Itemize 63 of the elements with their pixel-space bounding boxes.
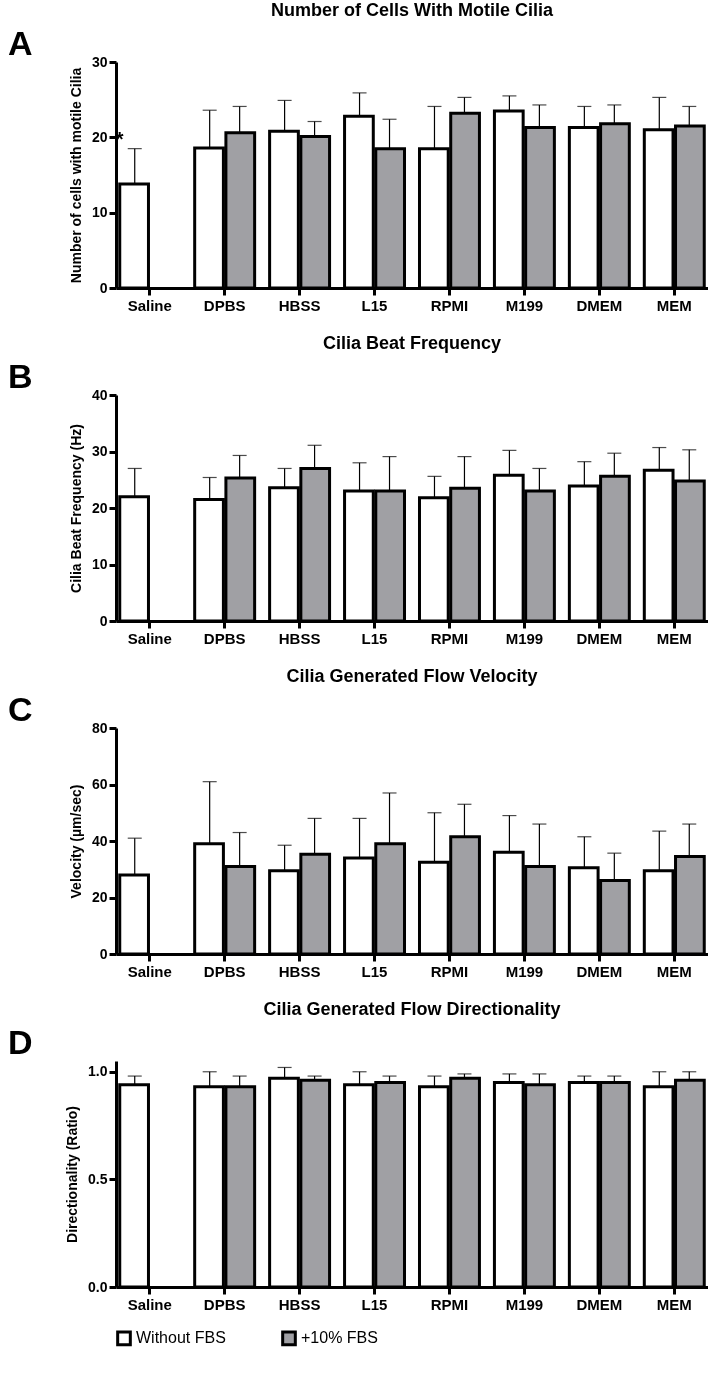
x-tick-label: DPBS bbox=[203, 629, 246, 647]
y-tick-label: 0.0 bbox=[88, 1278, 108, 1295]
y-tick-label: 80 bbox=[91, 719, 108, 736]
x-tick-label: DMEM bbox=[576, 629, 623, 647]
legend-label: Without FBS bbox=[136, 1329, 226, 1347]
x-tick-label: MEM bbox=[656, 1295, 692, 1313]
y-axis-title: Number of cells with motile Cilia bbox=[67, 67, 84, 284]
chart-title: Number of Cells With Motile Cilia bbox=[271, 0, 554, 20]
y-tick-label: 30 bbox=[91, 443, 108, 459]
y-axis-title: Directionality (Ratio) bbox=[64, 1106, 81, 1243]
y-tick-label: 0 bbox=[99, 279, 108, 296]
x-tick-label: M199 bbox=[505, 1295, 544, 1313]
x-tick-label: L15 bbox=[361, 962, 388, 980]
y-tick-label: 60 bbox=[91, 776, 108, 792]
x-tick-label: M199 bbox=[505, 296, 544, 314]
x-tick-label: HBSS bbox=[278, 629, 321, 647]
y-tick-label: 0 bbox=[99, 945, 108, 962]
y-tick-label: 20 bbox=[91, 889, 108, 905]
y-tick-label: 40 bbox=[91, 832, 108, 849]
y-tick-label: 0.5 bbox=[88, 1170, 108, 1187]
chart-title: Cilia Generated Flow Directionality bbox=[263, 999, 561, 1019]
x-tick-label: MEM bbox=[656, 962, 692, 980]
x-tick-label: Saline bbox=[127, 1295, 172, 1313]
y-tick-label: 10 bbox=[91, 556, 108, 572]
y-tick-label: 30 bbox=[91, 53, 108, 70]
y-tick-label: 20 bbox=[91, 499, 108, 516]
x-tick-label: DPBS bbox=[203, 296, 246, 314]
text: C bbox=[8, 690, 33, 728]
x-tick-label: MEM bbox=[656, 296, 692, 314]
x-tick-label: HBSS bbox=[278, 1295, 321, 1313]
x-tick-label: RPMI bbox=[430, 962, 469, 980]
x-tick-label: M199 bbox=[505, 629, 544, 647]
y-tick-label: 1.0 bbox=[88, 1063, 108, 1080]
x-tick-label: Saline bbox=[127, 629, 172, 647]
text: A bbox=[8, 24, 33, 62]
x-tick-label: Saline bbox=[127, 296, 172, 314]
x-tick-label: L15 bbox=[361, 296, 388, 314]
x-tick-label: M199 bbox=[505, 962, 544, 980]
chart-title: Cilia Beat Frequency bbox=[322, 333, 502, 353]
x-tick-label: DPBS bbox=[203, 962, 246, 980]
x-tick-label: MEM bbox=[656, 629, 692, 647]
x-tick-label: DMEM bbox=[576, 962, 623, 980]
x-tick-label: HBSS bbox=[278, 962, 321, 980]
y-tick-label: 10 bbox=[91, 204, 108, 221]
x-tick-label: RPMI bbox=[430, 296, 469, 314]
x-tick-label: Saline bbox=[127, 962, 172, 980]
x-tick-label: DPBS bbox=[203, 1295, 246, 1313]
chart-title: Cilia Generated Flow Velocity bbox=[286, 666, 538, 686]
y-tick-label: 40 bbox=[91, 386, 108, 403]
text: D bbox=[8, 1023, 33, 1061]
x-tick-label: HBSS bbox=[278, 296, 321, 314]
x-tick-label: DMEM bbox=[576, 296, 623, 314]
x-tick-label: L15 bbox=[361, 629, 388, 647]
x-tick-label: RPMI bbox=[430, 1295, 469, 1313]
text: B bbox=[8, 357, 33, 395]
x-tick-label: DMEM bbox=[576, 1295, 623, 1313]
y-tick-label: 20 bbox=[91, 128, 108, 145]
y-axis-title: Cilia Beat Frequency (Hz) bbox=[67, 424, 84, 593]
y-axis-title: Velocity (µm/sec) bbox=[67, 784, 84, 899]
y-tick-label: 0 bbox=[99, 612, 108, 629]
x-tick-label: RPMI bbox=[430, 629, 469, 647]
x-tick-label: L15 bbox=[361, 1295, 388, 1313]
legend-label: +10% FBS bbox=[301, 1329, 378, 1347]
